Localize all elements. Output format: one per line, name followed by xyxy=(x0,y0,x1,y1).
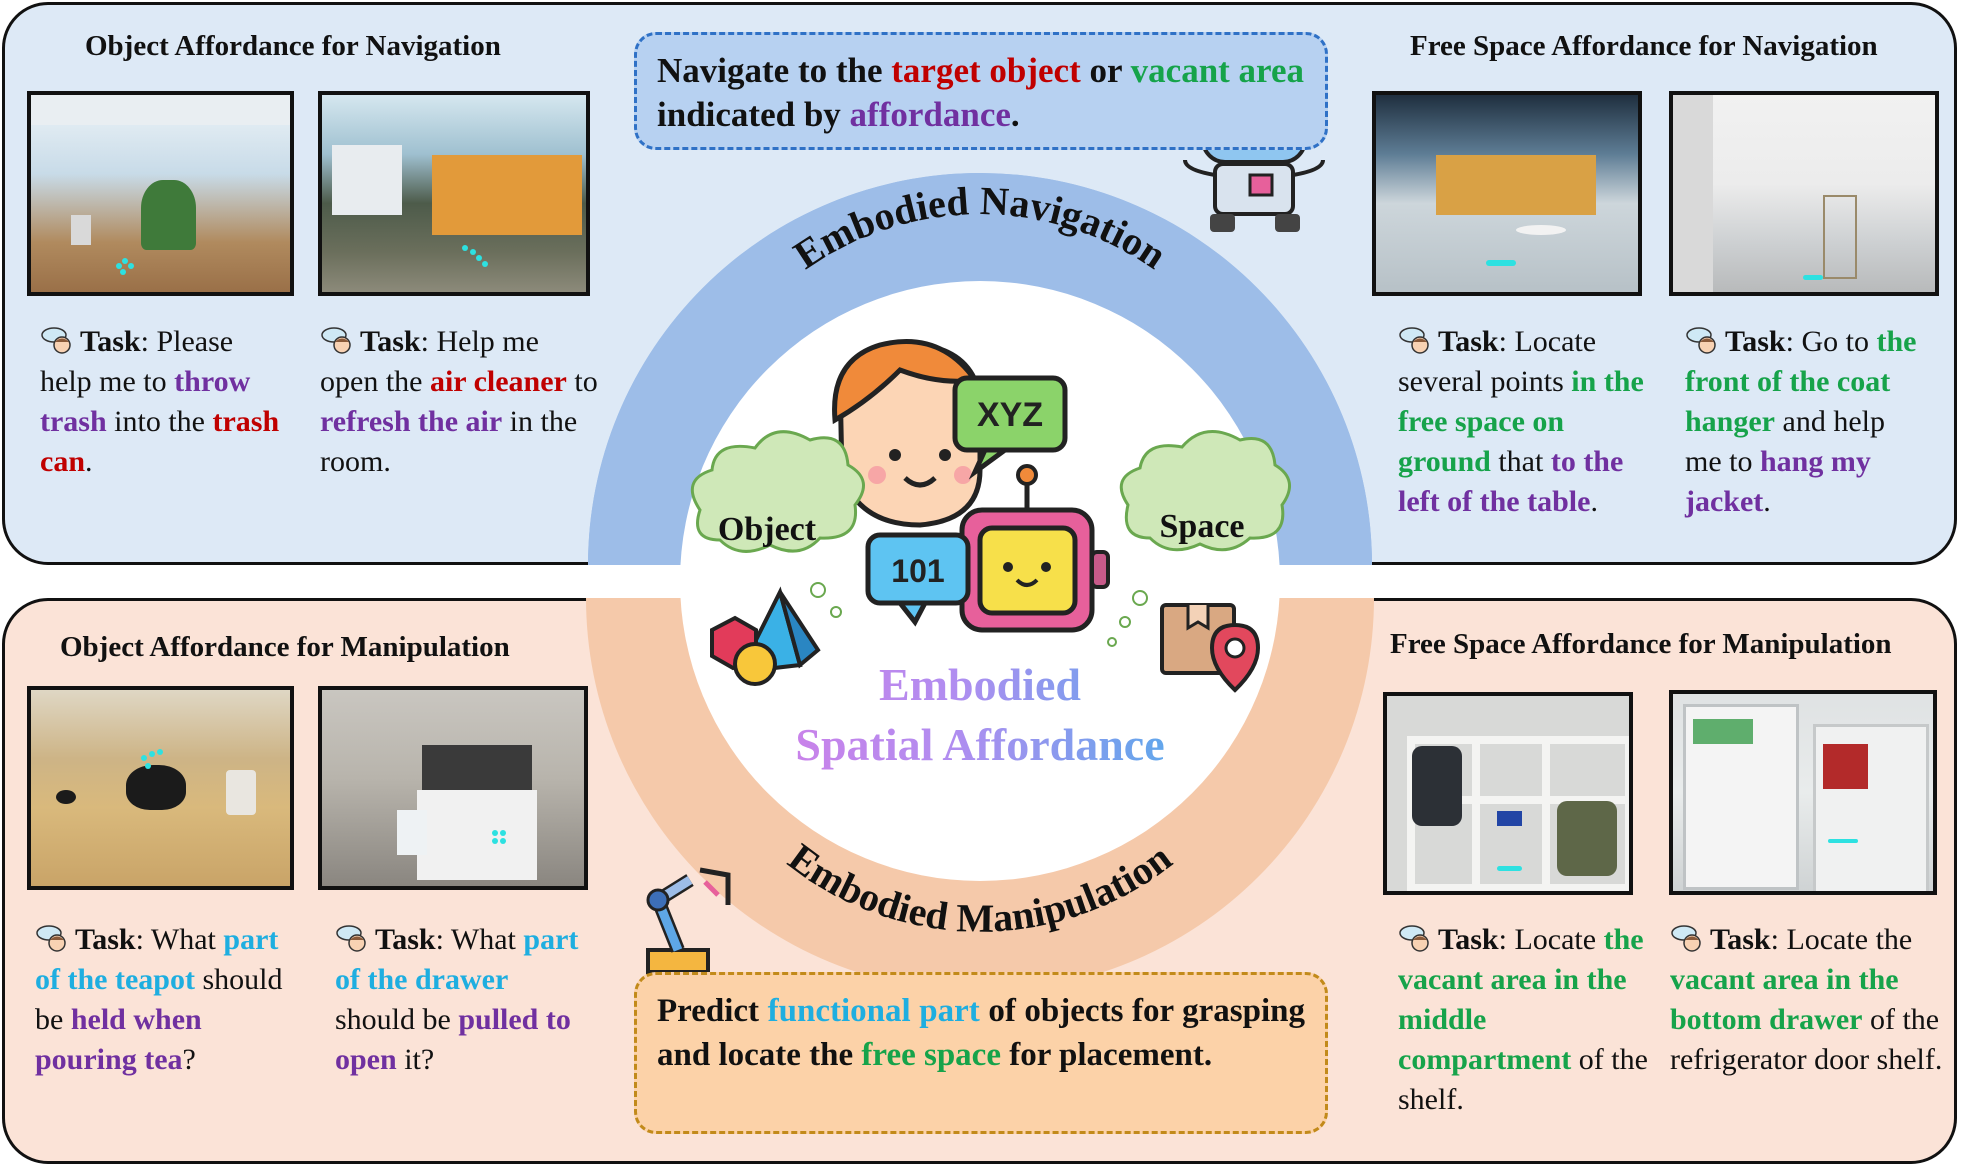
bubble-object-label: Object xyxy=(718,511,817,548)
photo-lab-room xyxy=(318,91,590,296)
thinking-person-icon xyxy=(1399,925,1429,952)
thinking-person-icon xyxy=(1399,327,1429,354)
center-title-line2: Spatial Affordance xyxy=(700,717,1260,773)
speech-bubble-icon: XYZ xyxy=(952,375,1068,480)
photo-printer-drawer xyxy=(318,686,588,890)
man-task-1: Task: What part of the teapot should be … xyxy=(35,923,283,1076)
nav-task-4: Task: Go to the front of the coat hanger… xyxy=(1685,325,1917,518)
man-task-4: Task: Locate the vacant area in the bott… xyxy=(1670,923,1943,1076)
object-cloud-icon: Object xyxy=(690,430,865,618)
thinking-person-icon xyxy=(41,327,71,354)
thinking-person-icon xyxy=(36,925,66,952)
thinking-person-icon xyxy=(1671,925,1701,952)
geometric-shapes-icon xyxy=(710,586,821,686)
space-cloud-icon: Space xyxy=(1107,430,1291,647)
photo-office-room xyxy=(27,91,294,296)
photo-teapot xyxy=(27,686,294,890)
boy-face-icon xyxy=(832,339,983,528)
speech-bubble-101-icon: 101 xyxy=(865,532,971,627)
manipulation-callout: Predict functional part of objects for g… xyxy=(634,972,1328,1134)
nav-object-title: Object Affordance for Navigation xyxy=(85,30,501,62)
package-location-icon xyxy=(1160,603,1261,693)
thinking-person-icon xyxy=(336,925,366,952)
photo-shelf xyxy=(1383,692,1633,895)
navigation-callout: Navigate to the target object or vacant … xyxy=(634,32,1328,150)
speech-xyz-label: XYZ xyxy=(977,396,1043,434)
bubble-space-label: Space xyxy=(1160,508,1245,545)
man-space-title: Free Space Affordance for Manipulation xyxy=(1390,628,1892,660)
thinking-person-icon xyxy=(321,327,351,354)
center-title-line1: Embodied xyxy=(700,657,1260,713)
nav-space-title: Free Space Affordance for Navigation xyxy=(1410,30,1878,62)
man-task-2: Task: What part of the drawer should be … xyxy=(335,923,579,1076)
nav-task-2: Task: Help me open the air cleaner to re… xyxy=(320,325,598,478)
robot-arm-icon xyxy=(646,867,731,974)
man-task-3: Task: Locate the vacant area in the midd… xyxy=(1398,923,1648,1116)
photo-hall-table xyxy=(1372,91,1642,296)
man-object-title: Object Affordance for Manipulation xyxy=(60,631,510,663)
nav-task-3: Task: Locate several points in the free … xyxy=(1398,325,1644,518)
nav-task-1: Task: Please help me to throw trash into… xyxy=(40,325,280,478)
photo-refrigerator xyxy=(1669,690,1937,895)
speech-101-label: 101 xyxy=(891,553,944,589)
thinking-person-icon xyxy=(1686,327,1716,354)
photo-empty-room xyxy=(1669,91,1939,296)
